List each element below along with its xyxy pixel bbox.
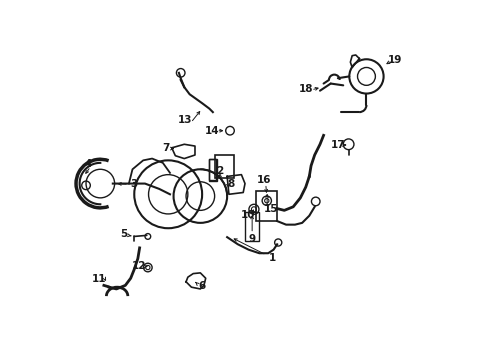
Text: 5: 5 — [121, 229, 128, 239]
Text: 4: 4 — [84, 159, 92, 169]
Text: 15: 15 — [264, 204, 278, 214]
Text: 19: 19 — [388, 55, 402, 65]
Text: 14: 14 — [205, 126, 220, 136]
Text: 7: 7 — [162, 143, 170, 153]
Text: 8: 8 — [228, 179, 235, 189]
Text: 17: 17 — [331, 140, 346, 150]
Bar — [256, 191, 277, 221]
Text: 3: 3 — [130, 179, 137, 189]
Bar — [245, 212, 259, 241]
Text: 1: 1 — [269, 253, 276, 263]
Text: 12: 12 — [132, 261, 146, 271]
Text: 2: 2 — [217, 166, 223, 176]
Text: 10: 10 — [241, 210, 255, 220]
Bar — [209, 158, 217, 180]
Text: 11: 11 — [92, 274, 106, 284]
Text: 6: 6 — [198, 282, 206, 292]
Text: 13: 13 — [178, 115, 193, 125]
Text: 16: 16 — [256, 175, 271, 185]
Bar — [209, 159, 217, 181]
Text: 18: 18 — [299, 84, 314, 94]
Text: 9: 9 — [248, 234, 256, 244]
Bar — [215, 155, 234, 178]
